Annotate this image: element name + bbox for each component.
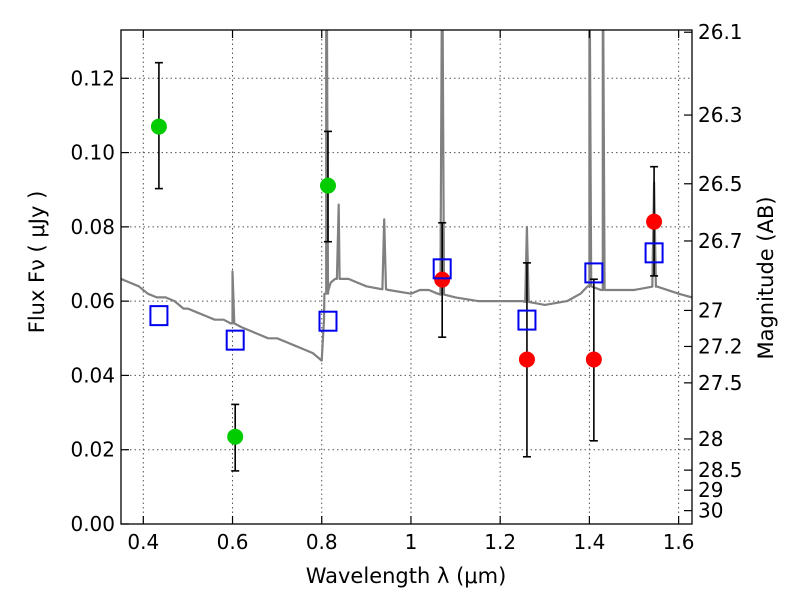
error-bars [154,61,659,472]
data-point-circle [434,271,451,288]
data-point-square [318,310,338,332]
x-axis-label: Wavelength λ (μm) [306,564,507,588]
mag-tick-label: 27.5 [698,371,743,395]
mag-tick-label: 26.1 [698,20,743,44]
data-point-square [432,258,452,280]
data-point-square [644,242,664,264]
x-tick-label: 1.2 [484,530,516,554]
data-point-square [225,329,245,351]
mag-tick-label: 27.2 [698,334,743,358]
data-point-square [517,309,537,331]
data-point-circle [150,118,167,135]
mag-tick-label: 28.5 [698,458,743,482]
y-tick-label: 0.06 [70,289,115,313]
grid-lines [121,30,692,525]
data-point-circle [585,351,602,368]
y-tick-label: 0.02 [70,438,115,462]
data-point-circle [319,177,336,194]
data-point-circle [518,351,535,368]
y2-axis-label: Magnitude (AB) [754,196,778,359]
y-axis-label: Flux Fν ( μJy ) [25,191,49,334]
data-point-circle [646,213,663,230]
y-tick-label: 0.08 [70,215,115,239]
data-point-square [584,262,604,284]
x-tick-label: 0.6 [217,530,249,554]
mag-tick-label: 26.5 [698,172,743,196]
mag-tick-label: 27 [698,298,723,322]
x-tick-label: 0.4 [127,530,159,554]
spectrum-line [121,30,692,362]
plot-frame [120,29,693,525]
model-spectrum [121,30,692,362]
x-tick-label: 1.4 [573,530,605,554]
data-point-square [149,305,169,327]
mag-tick-label: 29 [698,478,723,502]
mag-tick-label: 26.7 [698,229,743,253]
y-tick-label: 0.00 [70,512,115,536]
y-tick-label: 0.04 [70,363,115,387]
y-tick-label: 0.12 [70,66,115,90]
x-tick-label: 0.8 [306,530,338,554]
x-tick-label: 1 [405,530,418,554]
mag-tick-label: 26.3 [698,103,743,127]
mag-tick-label: 28 [698,427,723,451]
y-tick-label: 0.10 [70,141,115,165]
data-markers [149,118,664,445]
x-tick-label: 1.6 [663,530,695,554]
data-point-circle [227,428,244,445]
axis-ticks: 0.4 0.6 0.8 1 1.2 1.4 1.6 0.00 0.02 0.04 0.06 0.08 0… [70,20,742,554]
mag-tick-label: 30 [698,499,723,523]
